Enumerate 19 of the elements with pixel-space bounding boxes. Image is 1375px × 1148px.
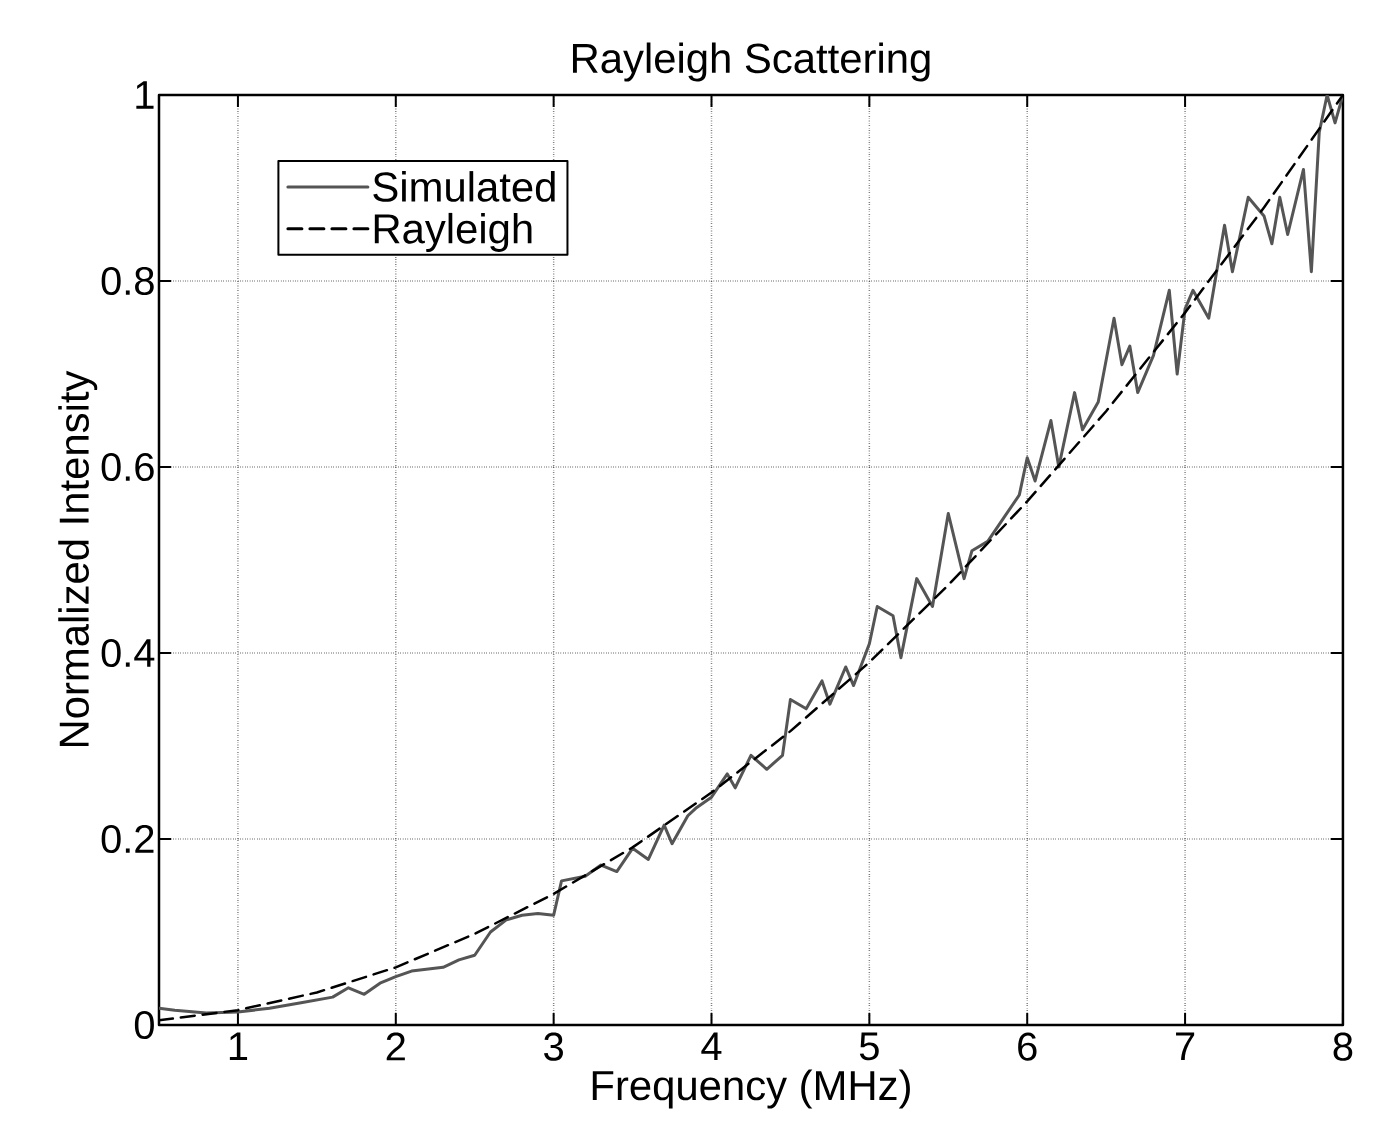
x-tick-label: 4 bbox=[701, 1032, 722, 1060]
x-tick-label: 5 bbox=[859, 1032, 879, 1061]
y-tick-label: 0.4 bbox=[101, 638, 155, 668]
legend-label: Simulated bbox=[373, 171, 555, 202]
x-tick-label: 3 bbox=[544, 1032, 563, 1061]
x-tick-label: 1 bbox=[229, 1032, 248, 1060]
y-tick-label: 0.2 bbox=[101, 824, 154, 854]
chart-title: Rayleigh Scattering bbox=[572, 42, 930, 82]
y-axis-title: Normalized Intensity bbox=[58, 370, 98, 747]
y-tick-label: 0.6 bbox=[101, 452, 154, 482]
x-axis-title: Frequency (MHz) bbox=[592, 1069, 910, 1109]
x-tick-label: 2 bbox=[386, 1032, 405, 1061]
x-tick-label: 6 bbox=[1018, 1032, 1037, 1061]
y-tick-label: 1 bbox=[136, 81, 154, 109]
x-tick-label: 8 bbox=[1333, 1032, 1353, 1061]
legend-label: Rayleigh bbox=[374, 212, 532, 252]
x-tick-label: 7 bbox=[1176, 1032, 1195, 1060]
y-tick-label: 0.8 bbox=[101, 266, 154, 296]
y-tick-label: 0 bbox=[134, 1010, 154, 1040]
